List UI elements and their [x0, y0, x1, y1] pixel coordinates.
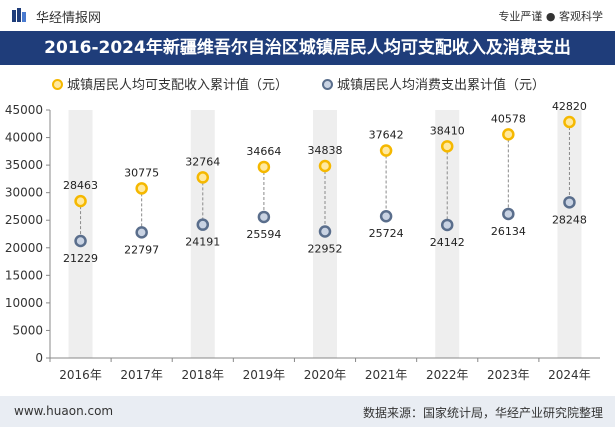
expense-data-label: 25594: [246, 228, 281, 241]
x-tick-label: 2018年: [182, 368, 225, 382]
income-data-label: 30775: [124, 166, 159, 179]
expense-data-label: 22952: [308, 243, 343, 256]
y-tick-label: 30000: [5, 186, 43, 200]
income-point: [379, 144, 393, 157]
y-tick-label: 40000: [5, 131, 43, 145]
x-tick-label: 2023年: [487, 368, 530, 382]
income-dot-icon: [52, 79, 63, 90]
expense-point: [135, 226, 148, 239]
y-tick-label: 20000: [5, 241, 43, 255]
expense-data-label: 26134: [491, 225, 526, 238]
income-point: [440, 140, 454, 153]
income-data-label: 28463: [63, 179, 98, 192]
legend: 城镇居民人均可支配收入累计值（元） 城镇居民人均消费支出累计值（元）: [0, 72, 615, 94]
income-point: [257, 160, 271, 174]
y-tick-label: 10000: [5, 296, 43, 310]
expense-point: [563, 196, 576, 209]
x-tick-label: 2016年: [59, 368, 102, 382]
income-data-label: 40578: [491, 112, 526, 125]
bottom-bar: www.huaon.com 数据来源：国家统计局，华经产业研究院整理: [0, 396, 615, 427]
chart-title: 2016-2024年新疆维吾尔自治区城镇居民人均可支配收入及消费支出: [44, 38, 571, 58]
column-band: [190, 110, 215, 358]
column-band: [557, 110, 582, 358]
legend-label-expense: 城镇居民人均消费支出累计值（元）: [337, 78, 546, 93]
y-tick-label: 25000: [5, 213, 43, 227]
data-source: 数据来源：国家统计局，华经产业研究院整理: [362, 406, 603, 420]
expense-point: [502, 207, 515, 221]
income-point: [502, 128, 515, 141]
x-tick-label: 2021年: [365, 368, 408, 382]
x-tick-label: 2024年: [548, 368, 591, 382]
legend-label-income: 城镇居民人均可支配收入累计值（元）: [67, 78, 289, 93]
expense-data-label: 24191: [185, 236, 220, 249]
income-data-label: 38410: [430, 124, 465, 137]
expense-point: [440, 218, 454, 232]
top-bar: 华经情报网 专业严谨 ● 客观科学: [0, 0, 615, 30]
x-tick-label: 2017年: [120, 368, 163, 382]
y-tick-label: 15000: [5, 268, 43, 282]
y-tick-label: 35000: [5, 158, 43, 172]
income-point: [135, 182, 148, 195]
income-data-label: 37642: [369, 129, 404, 142]
legend-item-income: 城镇居民人均可支配收入累计值（元）: [52, 74, 288, 93]
expense-point: [74, 234, 87, 248]
legend-item-expense: 城镇居民人均消费支出累计值（元）: [322, 74, 545, 93]
income-point: [196, 171, 210, 184]
x-tick-label: 2022年: [426, 368, 469, 382]
logo-icon: [12, 8, 26, 22]
expense-point: [257, 210, 271, 224]
expense-point: [379, 209, 393, 223]
income-data-label: 42820: [552, 100, 587, 113]
y-tick-label: 5000: [12, 323, 43, 337]
expense-data-label: 24142: [430, 236, 465, 249]
title-band: 2016-2024年新疆维吾尔自治区城镇居民人均可支配收入及消费支出: [0, 31, 615, 65]
expense-point: [196, 218, 210, 231]
expense-data-label: 21229: [63, 252, 98, 265]
expense-data-label: 22797: [124, 243, 159, 256]
expense-dot-icon: [322, 79, 333, 90]
x-tick-label: 2019年: [243, 368, 286, 382]
expense-point: [318, 225, 332, 238]
income-data-label: 32764: [185, 155, 220, 168]
income-data-label: 34664: [246, 145, 281, 158]
expense-data-label: 25724: [369, 227, 404, 240]
y-tick-label: 45000: [5, 103, 43, 117]
income-point: [563, 115, 576, 129]
income-point: [74, 194, 87, 208]
expense-data-label: 28248: [552, 213, 587, 226]
income-point: [318, 159, 332, 173]
x-tick-label: 2020年: [304, 368, 347, 382]
y-tick-label: 0: [35, 351, 43, 365]
website-link[interactable]: www.huaon.com: [14, 404, 114, 418]
income-data-label: 34838: [308, 144, 343, 157]
chart-area: 0 5000 10000 15000 20000 25000 30000 35000 40000…: [5, 100, 600, 382]
slogan: 专业严谨 ● 客观科学: [498, 10, 603, 23]
brand-name: 华经情报网: [36, 11, 102, 26]
